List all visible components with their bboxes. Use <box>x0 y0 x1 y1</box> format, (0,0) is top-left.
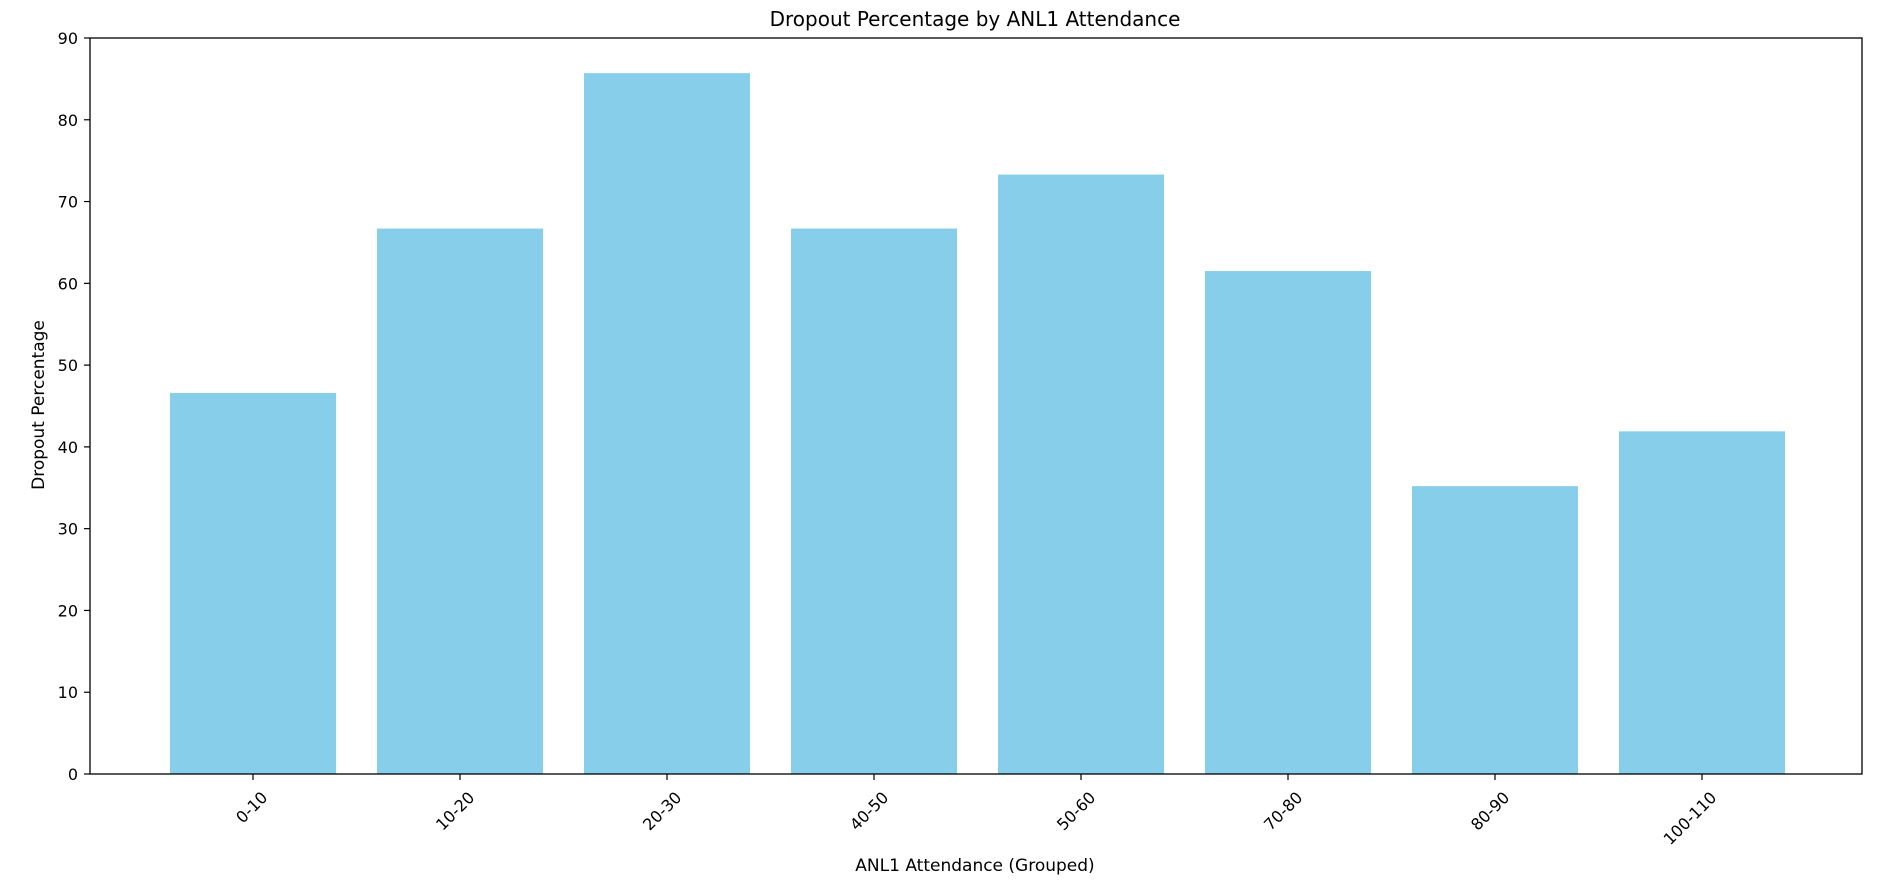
plot-area: 0 10 20 30 40 50 60 70 80 90 0-10 10-20 20-30 40-50 50… <box>58 29 1863 849</box>
bar-70-80 <box>1205 271 1371 774</box>
y-tick-label-40: 40 <box>58 438 78 457</box>
bar-50-60 <box>998 174 1164 774</box>
chart-title: Dropout Percentage by ANL1 Attendance <box>770 7 1181 31</box>
x-tick-label-100-110: 100-110 <box>1660 788 1721 849</box>
x-tick-label-80-90: 80-90 <box>1467 788 1513 834</box>
y-tick-label-10: 10 <box>58 683 78 702</box>
y-tick-label-50: 50 <box>58 356 78 375</box>
y-tick-label-0: 0 <box>68 765 78 784</box>
plot-frame <box>89 37 1863 775</box>
x-tick-label-70-80: 70-80 <box>1260 788 1306 834</box>
x-axis-label: ANL1 Attendance (Grouped) <box>855 856 1094 876</box>
x-tick-label-20-30: 20-30 <box>639 788 685 834</box>
y-tick-label-20: 20 <box>58 601 78 620</box>
bar-80-90 <box>1412 486 1578 774</box>
bar-0-10 <box>170 392 336 774</box>
y-tick-label-60: 60 <box>58 274 78 293</box>
bar-20-30 <box>584 73 750 775</box>
bar-100-110 <box>1619 431 1785 774</box>
x-tick-label-0-10: 0-10 <box>232 788 271 827</box>
bar-10-20 <box>377 228 543 774</box>
y-tick-label-80: 80 <box>58 111 78 130</box>
y-axis-label: Dropout Percentage <box>29 320 49 490</box>
y-tick-label-90: 90 <box>58 29 78 48</box>
x-tick-label-10-20: 10-20 <box>432 788 478 834</box>
y-tick-label-30: 30 <box>58 520 78 539</box>
bar-40-50 <box>791 228 957 774</box>
x-tick-label-50-60: 50-60 <box>1053 788 1099 834</box>
y-tick-label-70: 70 <box>58 193 78 212</box>
x-tick-label-40-50: 40-50 <box>846 788 892 834</box>
